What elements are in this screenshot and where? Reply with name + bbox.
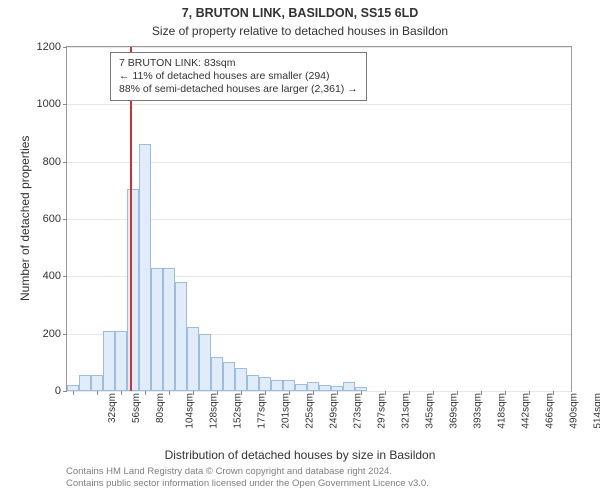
x-tick-label: 418sqm	[493, 393, 508, 429]
histogram-bar	[91, 375, 103, 391]
y-tick-label: 1200	[37, 41, 67, 53]
x-tick-label: 273sqm	[349, 393, 364, 429]
histogram-bar	[295, 384, 307, 391]
histogram-bar	[163, 268, 175, 391]
y-tick-label: 400	[43, 270, 67, 282]
annotation-line-1: 7 BRUTON LINK: 83sqm	[119, 57, 358, 70]
gridline	[67, 47, 571, 48]
histogram-bar	[283, 380, 295, 391]
histogram-bar	[175, 282, 187, 391]
histogram-bar	[307, 382, 319, 391]
x-tick-label: 80sqm	[151, 393, 166, 423]
x-tick-label: 321sqm	[397, 393, 412, 429]
histogram-bar	[187, 327, 199, 392]
y-tick-label: 600	[43, 213, 67, 225]
x-tick-label: 514sqm	[589, 393, 600, 429]
x-tick-label: 104sqm	[181, 393, 196, 429]
x-tick-label: 225sqm	[301, 393, 316, 429]
x-tick-label: 369sqm	[445, 393, 460, 429]
y-tick-label: 800	[43, 156, 67, 168]
x-tick-label: 490sqm	[565, 393, 580, 429]
y-tick-label: 200	[43, 328, 67, 340]
x-tick-label: 466sqm	[541, 393, 556, 429]
gridline	[67, 104, 571, 105]
x-axis-label: Distribution of detached houses by size …	[0, 448, 600, 462]
histogram-bar	[271, 380, 283, 391]
x-tick-label: 393sqm	[469, 393, 484, 429]
chart-subtitle: Size of property relative to detached ho…	[0, 24, 600, 38]
x-tick-label: 152sqm	[229, 393, 244, 429]
histogram-bar	[139, 144, 151, 391]
histogram-bar	[211, 357, 223, 391]
x-tick-label: 56sqm	[127, 393, 142, 423]
chart-title: 7, BRUTON LINK, BASILDON, SS15 6LD	[0, 6, 600, 20]
annotation-line-2: ← 11% of detached houses are smaller (29…	[119, 70, 358, 83]
annotation-line-3: 88% of semi-detached houses are larger (…	[119, 83, 358, 96]
x-tick-label: 249sqm	[325, 393, 340, 429]
x-tick-label: 201sqm	[277, 393, 292, 429]
histogram-bar	[247, 375, 259, 391]
histogram-bar	[103, 331, 115, 391]
histogram-bar	[79, 375, 91, 391]
histogram-bar	[115, 331, 127, 391]
x-tick-label: 128sqm	[205, 393, 220, 429]
histogram-bar	[199, 334, 211, 391]
x-tick-label: 177sqm	[253, 393, 268, 429]
histogram-bar	[151, 268, 163, 391]
x-tick-label: 442sqm	[517, 393, 532, 429]
footer-attribution: Contains HM Land Registry data © Crown c…	[66, 466, 429, 491]
footer-line-2: Contains public sector information licen…	[66, 478, 429, 490]
footer-line-1: Contains HM Land Registry data © Crown c…	[66, 466, 429, 478]
y-tick-label: 0	[55, 385, 67, 397]
gridline	[67, 391, 571, 392]
histogram-bar	[223, 362, 235, 391]
histogram-bar	[235, 368, 247, 391]
histogram-bar	[127, 189, 139, 391]
annotation-box: 7 BRUTON LINK: 83sqm ← 11% of detached h…	[110, 52, 367, 101]
x-tick-label: 297sqm	[373, 393, 388, 429]
y-axis-label: Number of detached properties	[18, 135, 32, 300]
histogram-bar	[259, 377, 271, 391]
figure: 7, BRUTON LINK, BASILDON, SS15 6LD Size …	[0, 0, 600, 500]
histogram-bar	[343, 382, 355, 391]
histogram-bar	[319, 385, 331, 391]
x-tick-label: 32sqm	[103, 393, 118, 423]
x-tick-label: 345sqm	[421, 393, 436, 429]
y-tick-label: 1000	[37, 98, 67, 110]
